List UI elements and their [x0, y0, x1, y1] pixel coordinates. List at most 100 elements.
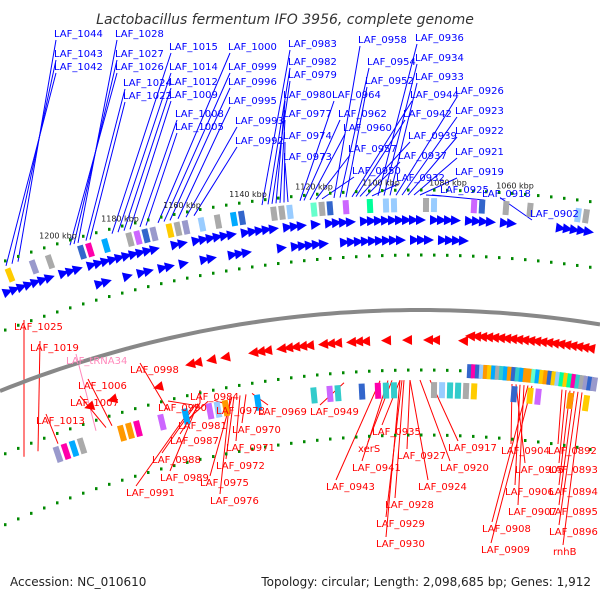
tick-mark — [524, 192, 527, 196]
function-block — [478, 199, 486, 214]
tick-mark — [446, 188, 449, 192]
tick-mark — [108, 295, 111, 299]
forward-leader-line — [169, 87, 231, 221]
tick-mark — [225, 203, 228, 207]
reverse-gene-label: LAF_0928 — [385, 500, 434, 511]
forward-gene-label: LAF_0992 — [235, 136, 284, 147]
forward-gene-arrow — [22, 281, 34, 291]
function-block — [149, 226, 159, 242]
forward-gene-arrow — [85, 261, 97, 272]
forward-leader-line — [303, 119, 341, 201]
forward-gene-label: LAF_0942 — [403, 109, 452, 120]
forward-leader-line — [267, 67, 291, 205]
function-block — [229, 211, 239, 227]
reverse-leader-line — [514, 384, 521, 486]
forward-gene-label: LAF_0923 — [455, 106, 504, 117]
tick-mark — [56, 431, 59, 435]
forward-gene-arrow — [304, 240, 315, 251]
tick-mark — [485, 435, 488, 439]
forward-gene-label: LAF_1014 — [169, 62, 218, 73]
tick-mark — [290, 195, 293, 199]
reverse-gene-arrow — [325, 338, 336, 349]
tick-mark — [511, 437, 514, 441]
forward-gene-label: LAF_0933 — [415, 72, 464, 83]
function-block — [213, 214, 223, 230]
tick-mark — [342, 256, 345, 260]
forward-leader-line — [279, 119, 286, 203]
function-block — [4, 267, 16, 283]
function-block — [270, 206, 278, 222]
forward-gene-label: LAF_1042 — [54, 62, 103, 73]
forward-gene-arrow — [1, 288, 13, 299]
tick-mark — [498, 436, 501, 440]
tick-mark — [4, 523, 7, 527]
function-block — [326, 385, 334, 403]
reverse-gene-label: LAF_1019 — [30, 343, 79, 354]
tick-mark — [368, 254, 371, 258]
tick-mark — [459, 434, 462, 438]
forward-leader-line — [339, 67, 370, 198]
tick-mark — [511, 191, 514, 195]
forward-gene-label: LAF_1027 — [115, 49, 164, 60]
function-block — [565, 392, 575, 410]
tick-mark — [30, 441, 33, 445]
forward-leader-line — [333, 45, 361, 199]
tick-mark — [407, 188, 410, 192]
forward-leader-line — [275, 100, 286, 204]
forward-leader-line — [431, 194, 485, 201]
forward-gene-arrow — [576, 225, 587, 236]
reverse-gene-arrow — [513, 334, 524, 345]
tick-mark — [277, 377, 280, 381]
tick-mark — [56, 310, 59, 314]
reverse-leader-line — [161, 403, 197, 454]
function-block — [85, 242, 95, 258]
tick-mark — [264, 263, 267, 267]
reverse-gene-label: LAF_0971 — [226, 443, 275, 454]
forward-gene-arrow — [451, 235, 462, 246]
tick-mark — [134, 474, 137, 478]
forward-gene-arrow — [93, 280, 105, 290]
tick-mark — [576, 445, 579, 449]
reverse-gene-arrow — [255, 346, 266, 356]
reverse-gene-arrow — [290, 341, 301, 352]
reverse-leader-line — [37, 340, 41, 452]
tick-mark — [134, 407, 137, 411]
tick-mark — [563, 262, 566, 266]
tick-mark — [173, 397, 176, 401]
tick-mark — [199, 274, 202, 278]
forward-gene-arrow — [450, 215, 461, 226]
tick-mark — [433, 433, 436, 437]
forward-gene-arrow — [92, 259, 104, 270]
tick-mark — [576, 263, 579, 267]
reverse-gene-arrow — [483, 332, 494, 343]
tick-mark — [277, 262, 280, 266]
tick-mark — [524, 258, 527, 262]
tick-mark — [420, 433, 423, 437]
tick-mark — [316, 373, 319, 377]
forward-leader-line — [355, 119, 406, 197]
reverse-leader-line — [139, 362, 169, 411]
tick-mark — [95, 487, 98, 491]
function-block — [141, 228, 151, 244]
tick-mark — [225, 386, 228, 390]
forward-gene-arrow — [29, 278, 41, 289]
tick-mark — [290, 260, 293, 264]
tick-mark — [550, 195, 553, 199]
reverse-gene-label: LAF_0894 — [549, 487, 598, 498]
forward-gene-arrow — [436, 215, 447, 226]
tick-mark — [121, 291, 124, 295]
forward-leader-line — [315, 154, 351, 200]
tick-mark — [394, 253, 397, 257]
function-block — [366, 198, 374, 214]
function-block — [470, 383, 478, 400]
reverse-gene-arrow — [185, 358, 196, 369]
forward-leader-line — [111, 52, 172, 234]
forward-leader-line — [283, 141, 286, 203]
forward-leader-line — [11, 59, 57, 264]
forward-gene-label: LAF_0921 — [455, 147, 504, 158]
forward-gene-arrow — [555, 222, 566, 233]
tick-mark — [225, 269, 228, 273]
forward-gene-label: LAF_0982 — [288, 57, 337, 68]
kbp-mark-label: 1140 kbp — [229, 190, 267, 199]
function-block — [422, 197, 430, 213]
